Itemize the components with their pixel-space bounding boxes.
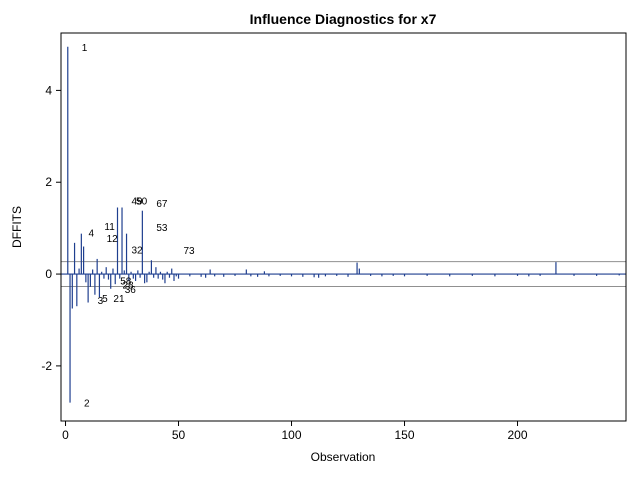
plot-frame (60, 32, 627, 422)
point-label-50: 50 (136, 197, 148, 208)
point-label-32: 32 (132, 246, 144, 257)
chart-title: Influence Diagnostics for x7 (250, 11, 437, 27)
point-label-36: 36 (125, 285, 137, 296)
point-label-58: 58 (120, 276, 132, 287)
point-label-28: 28 (122, 281, 134, 292)
point-label-73: 73 (183, 246, 195, 257)
y-tick-label-4: 4 (45, 83, 52, 97)
point-label-2: 2 (84, 399, 90, 410)
y-tick-label-2: 2 (45, 175, 52, 189)
x-axis-label: Observation (311, 450, 376, 464)
point-label-49: 49 (132, 197, 144, 208)
point-label-53: 53 (156, 223, 168, 234)
x-tick-label-200: 200 (508, 428, 528, 442)
y-tick-label-0: 0 (45, 267, 52, 281)
point-label-4: 4 (89, 229, 95, 240)
point-label-11: 11 (104, 222, 115, 233)
point-label-5: 5 (102, 294, 108, 305)
x-tick-label-50: 50 (172, 428, 186, 442)
point-label-1: 1 (82, 43, 88, 54)
x-tick-label-0: 0 (62, 428, 69, 442)
x-tick-label-100: 100 (282, 428, 302, 442)
point-label-3: 3 (98, 296, 104, 307)
point-label-21: 21 (113, 294, 125, 305)
y-axis-label: DFFITS (10, 206, 24, 248)
x-tick-label-150: 150 (395, 428, 415, 442)
point-label-12: 12 (107, 234, 119, 245)
point-label-67: 67 (156, 199, 168, 210)
y-tick-label--2: -2 (41, 359, 52, 373)
